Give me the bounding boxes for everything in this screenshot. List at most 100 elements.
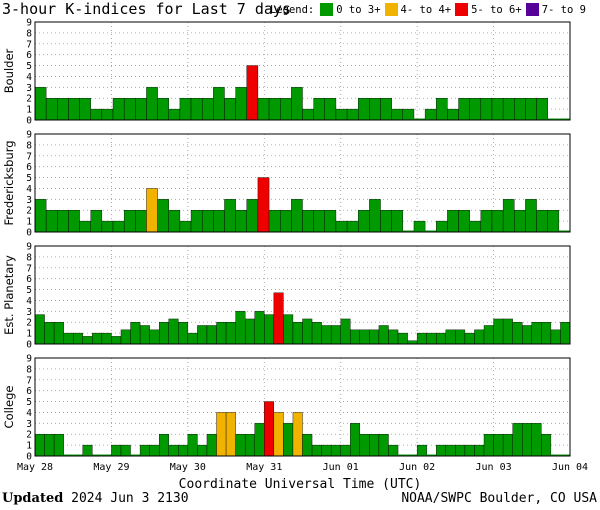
boulder-bar	[157, 98, 169, 121]
boulder-bar	[502, 98, 515, 121]
college-bar	[464, 444, 475, 457]
fredericksburg-bar	[558, 230, 570, 232]
legend-item-yellow: 4- to 4+	[384, 3, 452, 16]
est-planetary-bar	[264, 314, 275, 345]
college-bar	[340, 444, 351, 457]
boulder-bar	[79, 98, 91, 121]
fredericksburg-bar	[34, 199, 47, 233]
boulder-bar	[246, 65, 259, 121]
boulder-bar	[213, 87, 225, 121]
boulder-bar	[458, 98, 470, 121]
boulder-y-tick-label: 6	[26, 50, 32, 61]
college-bar	[225, 412, 236, 457]
college-bar	[63, 454, 74, 456]
est-planetary-bar	[522, 325, 532, 345]
fredericksburg-bar	[402, 230, 414, 232]
fredericksburg-bar	[436, 220, 448, 233]
est-planetary-bar	[206, 325, 217, 345]
est-planetary-bar	[397, 332, 408, 345]
fredericksburg-bar	[491, 210, 504, 233]
fredericksburg-bar	[146, 188, 158, 233]
legend-item-red: 5- to 6+	[455, 3, 522, 16]
fredericksburg-bar	[480, 210, 493, 233]
est-planetary-bar	[273, 292, 284, 345]
fredericksburg-bar	[335, 220, 348, 233]
est-planetary-bar	[302, 318, 313, 345]
college-bar	[350, 423, 361, 457]
boulder-bar	[146, 87, 158, 121]
college-bar	[139, 444, 150, 457]
boulder-bar	[391, 108, 404, 121]
est-planetary-bar	[178, 322, 189, 345]
college-bar	[216, 412, 227, 457]
college-bar	[550, 454, 561, 456]
fredericksburg-bar	[168, 210, 181, 233]
k-index-chart: 0123456789Boulder0123456789Fredericksbur…	[2, 18, 588, 474]
fredericksburg-y-tick-label: 4	[26, 184, 32, 195]
fredericksburg-y-tick-label: 3	[26, 195, 32, 206]
fredericksburg-bar	[112, 220, 125, 233]
college-bar	[311, 444, 322, 457]
est-planetary-bar	[340, 318, 351, 345]
college-bar	[44, 434, 55, 457]
est-planetary-bar	[53, 322, 64, 345]
legend-swatch-yellow	[384, 3, 398, 16]
est-planetary-bar	[130, 322, 141, 345]
college-bar	[34, 434, 45, 457]
boulder-bar	[224, 98, 236, 121]
fredericksburg-bar	[57, 210, 69, 233]
est-planetary-bar	[512, 322, 523, 345]
fredericksburg-bar	[235, 210, 247, 233]
boulder-bar	[558, 118, 570, 120]
updated-timestamp: Updated 2024 Jun 3 2130	[2, 491, 189, 506]
legend-text-green: 0 to 3+	[336, 3, 381, 16]
x-tick-label: May 29	[93, 462, 129, 473]
college-y-tick-label: 0	[26, 452, 32, 463]
boulder-bar	[34, 87, 47, 121]
boulder-bar	[190, 98, 203, 121]
updated-label: Updated	[2, 491, 64, 506]
fredericksburg-bar	[358, 210, 370, 233]
college-bar	[483, 434, 494, 457]
fredericksburg-bar	[502, 199, 515, 233]
est-planetary-bar	[139, 325, 150, 345]
legend-text-yellow: 4- to 4+	[400, 3, 452, 16]
boulder-y-tick-label: 0	[26, 116, 32, 127]
boulder-bar	[369, 98, 381, 121]
college-y-tick-label: 5	[26, 397, 32, 408]
x-tick-label: May 30	[170, 462, 206, 473]
est-planetary-y-tick-label: 7	[26, 263, 32, 274]
fredericksburg-bar	[257, 177, 270, 233]
college-y-tick-label: 6	[26, 386, 32, 397]
updated-value: 2024 Jun 3 2130	[71, 491, 189, 506]
boulder-y-tick-label: 4	[26, 72, 32, 83]
fredericksburg-y-tick-label: 2	[26, 206, 32, 217]
fredericksburg-bar	[469, 220, 482, 233]
legend-label: Legend:	[270, 3, 315, 16]
legend-item-green: 0 to 3+	[320, 3, 381, 16]
fredericksburg-y-tick-label: 0	[26, 228, 32, 239]
college-y-tick-label: 4	[26, 408, 32, 419]
fredericksburg-bar	[280, 210, 292, 233]
boulder-bar	[235, 87, 247, 121]
boulder-bar	[536, 98, 548, 121]
fredericksburg-bar	[201, 210, 214, 233]
boulder-bar	[57, 98, 69, 121]
est-planetary-bar	[378, 325, 389, 345]
boulder-y-tick-label: 5	[26, 61, 32, 72]
fredericksburg-bar	[101, 220, 114, 233]
est-planetary-bar	[158, 322, 169, 345]
boulder-bar	[324, 98, 337, 121]
est-planetary-bar	[63, 332, 74, 345]
est-planetary-bar	[464, 332, 475, 345]
fredericksburg-y-tick-label: 6	[26, 162, 32, 173]
legend-swatch-purple	[525, 3, 539, 16]
est-planetary-bar	[359, 329, 370, 345]
x-tick-label: Jun 04	[552, 462, 588, 473]
fredericksburg-bar	[268, 210, 281, 233]
fredericksburg-bar	[369, 199, 381, 233]
est-planetary-bar	[292, 322, 303, 345]
college-bar	[321, 444, 332, 457]
boulder-bar	[447, 108, 459, 121]
college-bar	[53, 434, 64, 457]
